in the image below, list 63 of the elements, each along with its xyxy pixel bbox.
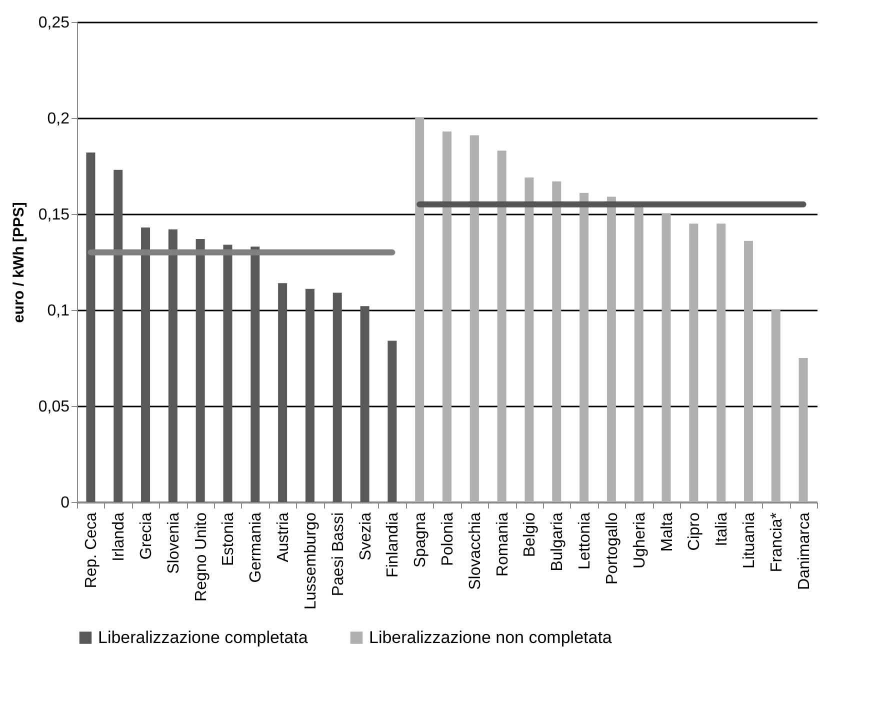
bar <box>278 283 288 502</box>
bar <box>524 178 534 502</box>
y-tick-label: 0,1 <box>47 302 70 320</box>
x-tick-label: Austria <box>275 512 292 562</box>
bar <box>168 229 178 502</box>
bar <box>388 340 397 502</box>
x-tick-label: Slovenia <box>165 512 182 574</box>
x-tick-label: Paesi Bassi <box>330 512 347 596</box>
x-tick-label: Lituania <box>740 512 758 569</box>
bar <box>415 118 424 502</box>
x-tick-label: Danimarca <box>796 512 813 590</box>
x-tick-label: Portogallo <box>604 512 621 585</box>
x-tick-label: Bulgaria <box>549 512 566 572</box>
x-tick-label: Polonia <box>440 512 456 566</box>
y-tick-label: 0 <box>60 494 70 512</box>
x-tick-label: Ugheria <box>631 512 648 569</box>
x-tick-label: Italia <box>714 512 731 546</box>
x-tick-label: Finlandia <box>384 512 402 578</box>
y-axis-title: euro / kWh [PPS] <box>10 202 28 323</box>
bar <box>552 181 562 502</box>
bar <box>634 206 644 502</box>
x-tick-label: Romania <box>494 512 512 577</box>
y-tick-label: 0,25 <box>38 14 70 32</box>
bar <box>250 246 260 502</box>
bar <box>442 131 452 502</box>
legend-label: Liberalizzazione completata <box>98 628 308 647</box>
x-tick-label: Francia* <box>768 512 786 572</box>
bar <box>360 306 370 502</box>
bar <box>798 358 808 502</box>
x-tick-label: Lussemburgo <box>302 512 320 610</box>
y-tick-label: 0,05 <box>38 398 70 416</box>
x-tick-label: Lettonia <box>576 512 594 570</box>
bar <box>470 135 479 502</box>
x-tick-label: Belgio <box>522 512 539 557</box>
x-tick-label: Svezia <box>357 512 374 561</box>
bar <box>662 214 671 502</box>
x-tick-label: Grecia <box>138 512 156 560</box>
x-tick-label: Estonia <box>220 512 238 566</box>
bar <box>332 292 342 502</box>
x-tick-label: Spagna <box>412 512 430 568</box>
bar <box>86 152 96 502</box>
bar <box>196 238 205 502</box>
x-tick-label: Malta <box>658 512 676 552</box>
bar <box>580 192 589 502</box>
bar <box>223 244 232 502</box>
x-tick-label: Slovacchia <box>466 512 484 590</box>
y-tick-label: 0,15 <box>38 206 70 224</box>
bar <box>689 224 698 502</box>
bar <box>716 224 726 502</box>
bar <box>744 240 753 502</box>
x-tick-label: Irlanda <box>110 512 128 562</box>
bar <box>606 196 616 502</box>
x-tick-label: Rep. Ceca <box>83 512 100 588</box>
x-tick-label: Germania <box>248 512 265 583</box>
bar <box>497 150 506 502</box>
bar <box>305 288 314 502</box>
bar <box>141 227 150 502</box>
bar <box>114 170 123 502</box>
x-tick-label: Cipro <box>686 512 704 551</box>
bar <box>771 310 780 502</box>
legend-label: Liberalizzazione non completata <box>369 628 612 647</box>
y-tick-label: 0,2 <box>47 110 70 128</box>
x-tick-label: Regno Unito <box>192 512 210 602</box>
